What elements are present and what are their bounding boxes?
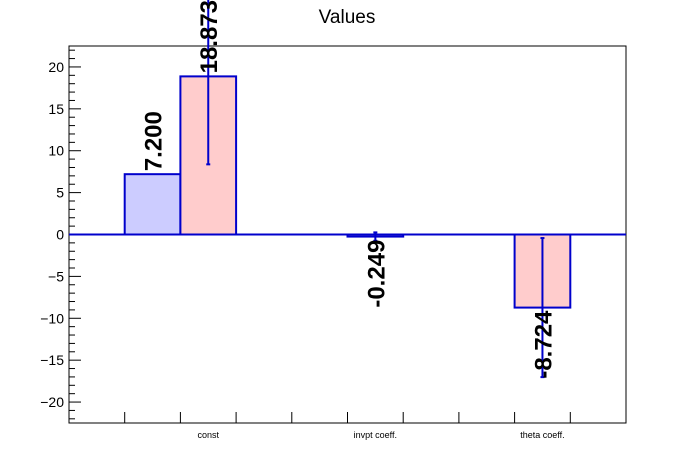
y-tick-label: −15	[40, 352, 64, 368]
chart-title: Values	[319, 7, 376, 28]
data-labels: 7.200 18.873 -0.249 -8.724	[141, 0, 558, 379]
y-tick-label: 10	[48, 143, 64, 159]
x-category-label: const	[197, 430, 219, 440]
y-tick-label: 15	[48, 101, 64, 117]
y-tick-label: 0	[56, 227, 64, 243]
y-tick-label: 20	[48, 59, 64, 75]
data-label: -0.249	[363, 240, 390, 308]
x-category-label: invpt coeff.	[354, 430, 397, 440]
y-tick-label: −20	[40, 394, 64, 410]
bars	[123, 75, 572, 309]
axes: −20 −15 −10 −5 0 5 10 15 20 const invpt coeff. thet…	[40, 49, 571, 440]
data-label: -8.724	[530, 310, 557, 379]
data-label: 7.200	[141, 111, 168, 171]
bar	[123, 173, 182, 236]
y-tick-label: −5	[48, 268, 64, 284]
y-tick-label: 5	[56, 185, 64, 201]
y-tick-label: −10	[40, 310, 64, 326]
x-category-label: theta coeff.	[520, 430, 564, 440]
error-bars	[206, 0, 545, 379]
data-label: 18.873	[196, 0, 223, 73]
